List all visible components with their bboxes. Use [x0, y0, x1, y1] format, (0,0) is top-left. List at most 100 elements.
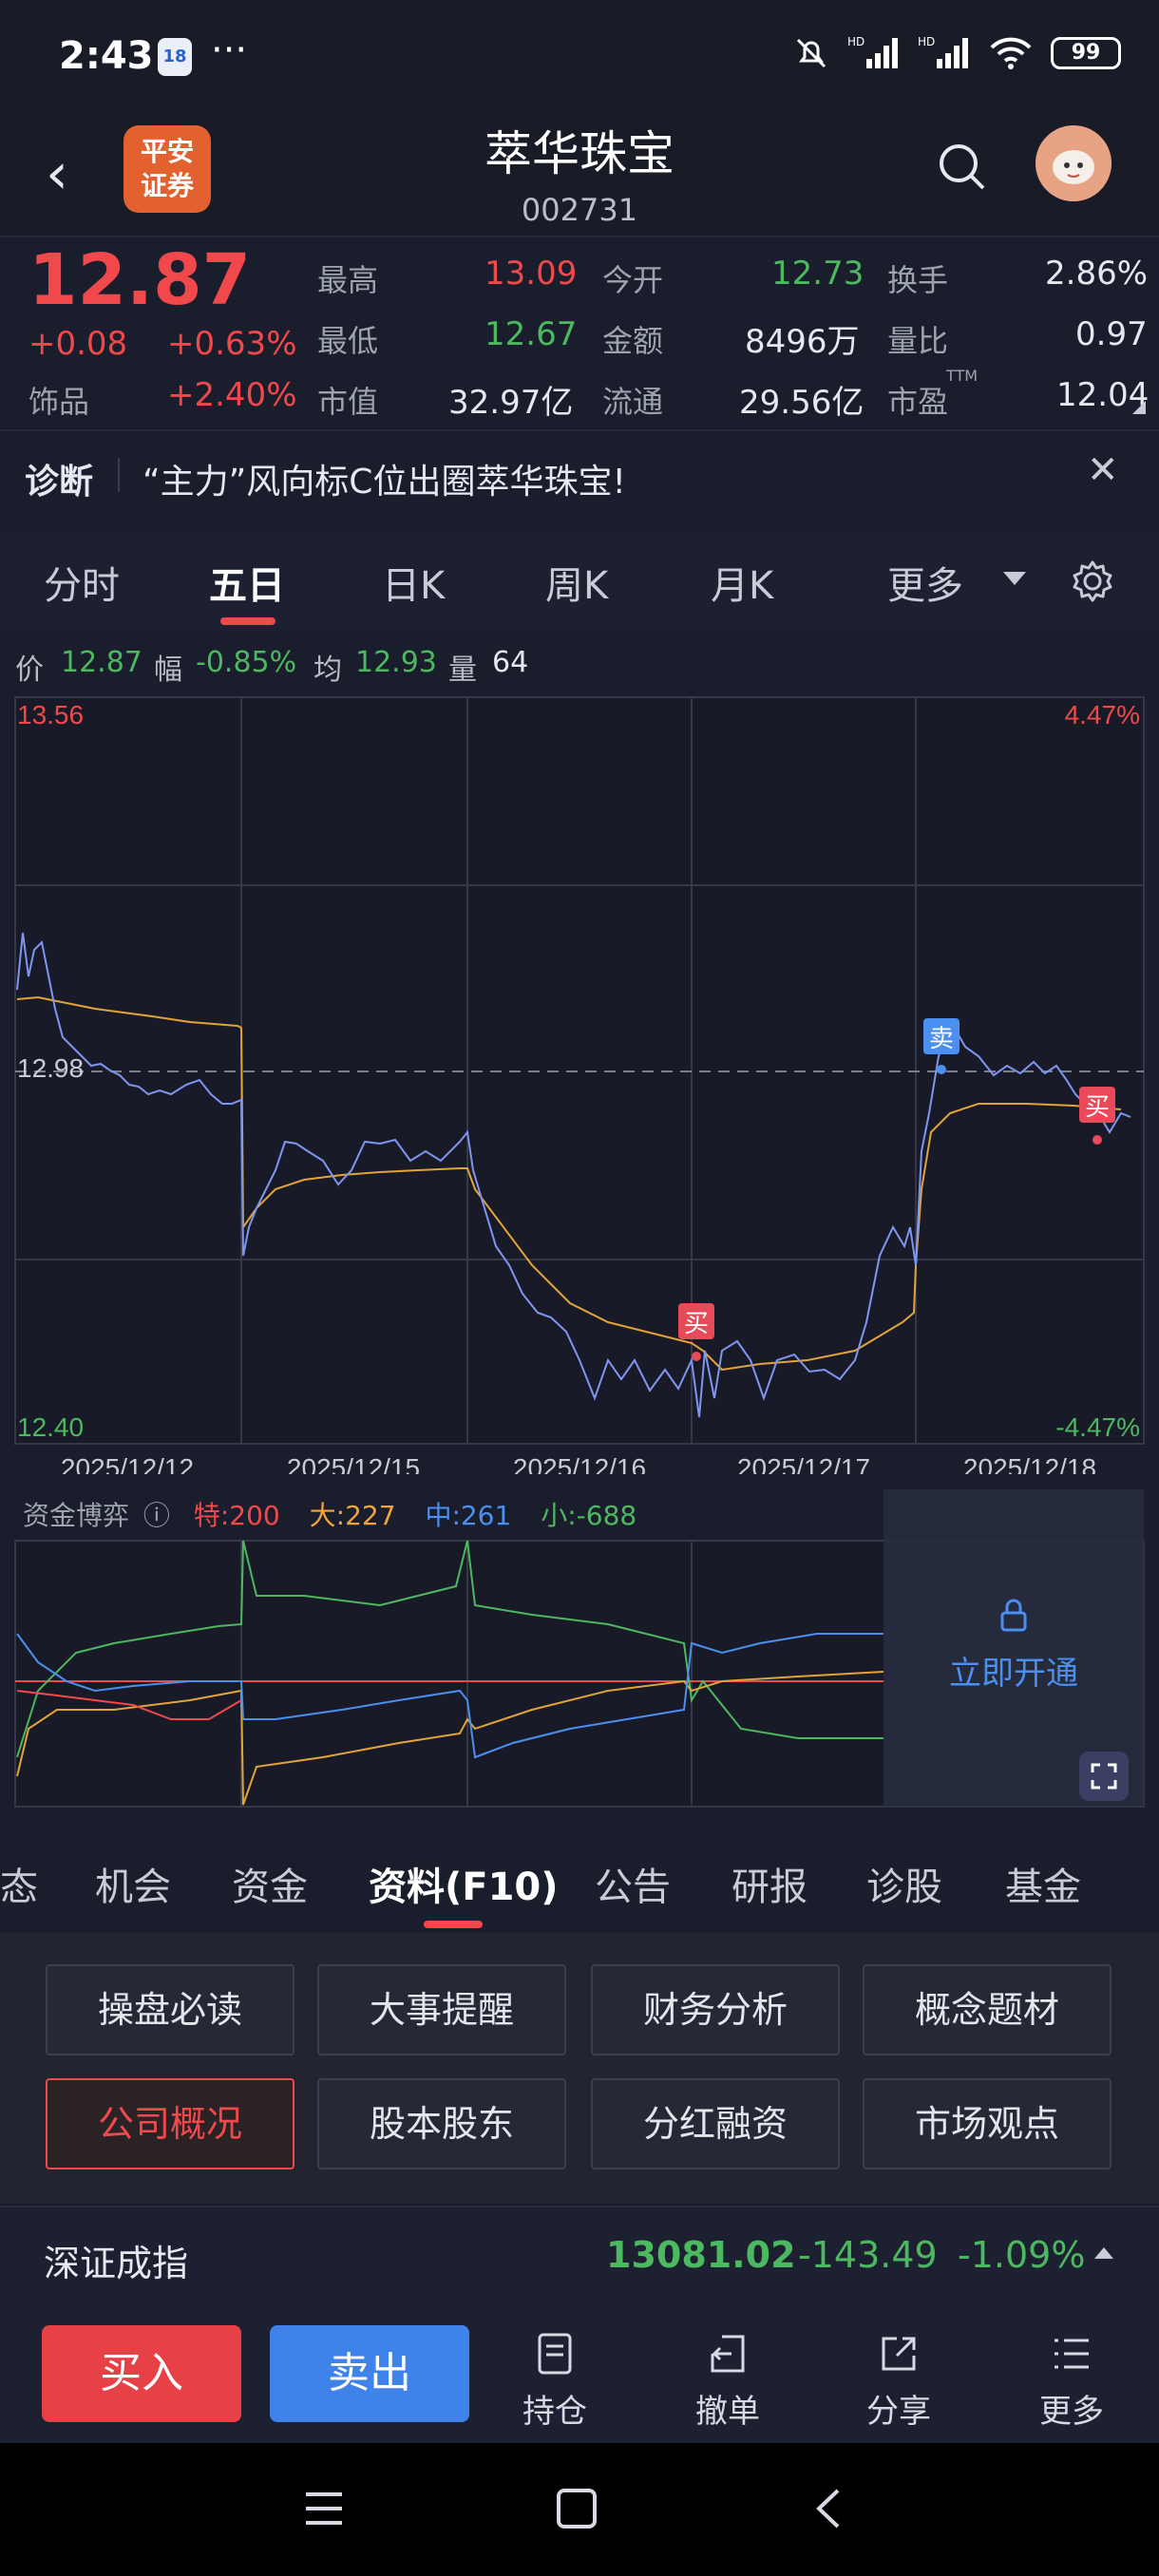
high-label: 最高: [317, 262, 379, 298]
info-vol: 64: [492, 646, 529, 679]
logo-line-2: 证券: [140, 170, 194, 201]
home-icon[interactable]: [555, 2487, 598, 2530]
info-amp-label: 幅: [154, 653, 182, 687]
share-icon: [882, 2337, 916, 2371]
btn-financial-analysis[interactable]: 财务分析: [591, 1964, 840, 2055]
gear-icon[interactable]: [1070, 559, 1115, 604]
share-button[interactable]: 分享: [842, 2331, 956, 2432]
top-pct-label: 4.47%: [1065, 700, 1140, 729]
sector-label[interactable]: 饰品: [28, 384, 90, 420]
status-time: 2:43: [59, 34, 154, 78]
locked-overlay[interactable]: 立即开通: [884, 1489, 1144, 1807]
more-list-icon: [1054, 2339, 1089, 2369]
chevron-down-icon[interactable]: [1003, 572, 1026, 585]
sell-marker[interactable]: 卖: [923, 1018, 960, 1074]
sub-tab-f10[interactable]: 资料(F10): [369, 1866, 559, 1909]
sub-tab-research[interactable]: 研报: [732, 1866, 808, 1909]
fund-zhong: 中:261: [425, 1500, 512, 1531]
stock-header: ‹ 平安 证券 萃华珠宝 002731: [0, 112, 1159, 236]
price-change: +0.08: [28, 325, 128, 363]
btn-concepts[interactable]: 概念题材: [863, 1964, 1112, 2055]
date-axis: 2025/12/12 2025/12/15 2025/12/16 2025/12…: [61, 1453, 1096, 1474]
chevron-up-icon[interactable]: [1094, 2247, 1113, 2259]
fund-flow-panel: 资金博弈 ⓘ 特:200 大:227 中:261 小:-688 立即开通: [0, 1482, 1159, 1824]
index-ticker[interactable]: 深证成指 13081.02 -143.49 -1.09%: [0, 2206, 1159, 2302]
high-value: 13.09: [484, 255, 578, 293]
notification-app-icon: 18: [158, 38, 192, 76]
cancel-order-label: 撤单: [695, 2393, 760, 2431]
avatar-icon: [1036, 125, 1112, 201]
tab-weekly-k[interactable]: 周K: [545, 564, 609, 608]
close-icon[interactable]: ✕: [1087, 448, 1119, 492]
diagnosis-text: “主力”风向标C位出圈萃华珠宝!: [142, 463, 626, 502]
holdings-button[interactable]: 持仓: [498, 2331, 612, 2432]
status-icons: HD HD 99: [792, 34, 1121, 72]
stock-code: 002731: [521, 192, 638, 228]
mute-bell-icon: [796, 38, 826, 68]
tab-monthly-k[interactable]: 月K: [711, 564, 774, 608]
more-button[interactable]: 更多: [1015, 2331, 1129, 2432]
btn-dividends[interactable]: 分红融资: [591, 2078, 840, 2169]
chart-info-line: 价 12.87 幅 -0.85% 均 12.93 量 64: [0, 638, 1159, 691]
tab-daily-k[interactable]: 日K: [382, 564, 446, 608]
sub-tab-announcement[interactable]: 公告: [595, 1866, 671, 1909]
price-change-pct: +0.63%: [167, 325, 297, 363]
battery-icon: 99: [1051, 37, 1121, 69]
btn-shareholders[interactable]: 股本股东: [317, 2078, 566, 2169]
buy-marker-1[interactable]: 买: [678, 1303, 714, 1361]
date-label: 2025/12/16: [513, 1453, 646, 1474]
info-vol-label: 量: [448, 653, 477, 687]
sub-tab-funds[interactable]: 资金: [232, 1866, 308, 1909]
last-price: 12.87: [28, 239, 252, 321]
fund-xiao: 小:-688: [541, 1500, 637, 1531]
five-day-price-chart[interactable]: 13.56 4.47% 12.98 12.40 -4.47% 买 卖 买 202…: [0, 695, 1159, 1474]
wifi-icon: [990, 37, 1032, 69]
menu-icon[interactable]: [302, 2487, 346, 2530]
tab-five-day[interactable]: 五日: [209, 564, 285, 608]
turnover-label: 换手: [887, 262, 949, 298]
diagnosis-banner[interactable]: 诊断 “主力”风向标C位出圈萃华珠宝! ✕: [0, 429, 1159, 524]
turnover-value: 2.86%: [1045, 255, 1149, 293]
holdings-icon: [538, 2333, 572, 2375]
info-icon[interactable]: ⓘ: [142, 1500, 170, 1531]
bottom-price-label: 12.40: [17, 1412, 84, 1442]
holdings-label: 持仓: [522, 2393, 587, 2431]
search-icon[interactable]: [936, 141, 989, 194]
svg-text:HD: HD: [918, 35, 935, 48]
tab-intraday[interactable]: 分时: [44, 564, 120, 608]
expand-corner-icon[interactable]: [1132, 401, 1146, 414]
btn-trading-guide[interactable]: 操盘必读: [46, 1964, 294, 2055]
sub-tab-diagnosis[interactable]: 诊股: [866, 1866, 942, 1909]
mid-price-label: 12.98: [17, 1053, 84, 1083]
fullscreen-icon: [1091, 1763, 1117, 1790]
diagnosis-label: 诊断: [25, 463, 94, 502]
index-name: 深证成指: [44, 2243, 189, 2284]
sub-tab-fund[interactable]: 基金: [1005, 1866, 1081, 1909]
info-price-label: 价: [15, 653, 44, 687]
sell-button[interactable]: 卖出: [270, 2325, 469, 2422]
btn-event-reminder[interactable]: 大事提醒: [317, 1964, 566, 2055]
buy-button[interactable]: 买入: [42, 2325, 241, 2422]
sub-tab-status[interactable]: 态: [0, 1866, 38, 1909]
fullscreen-button[interactable]: [1079, 1752, 1129, 1801]
btn-company-overview[interactable]: 公司概况: [46, 2078, 294, 2169]
avatar[interactable]: [1036, 125, 1112, 201]
fund-flow-label: 资金博弈: [23, 1500, 130, 1531]
back-nav-icon[interactable]: [808, 2487, 851, 2530]
tab-more[interactable]: 更多: [887, 564, 963, 608]
system-nav-bar: [0, 2443, 1159, 2576]
unlock-label[interactable]: 立即开通: [949, 1655, 1078, 1693]
buy-marker-2[interactable]: 买: [1079, 1087, 1115, 1145]
sub-tab-opportunity[interactable]: 机会: [95, 1866, 171, 1909]
info-price: 12.87: [61, 646, 142, 679]
bottom-pct-label: -4.47%: [1055, 1412, 1140, 1442]
cancel-order-button[interactable]: 撤单: [671, 2331, 785, 2432]
more-notifications-icon: ···: [211, 28, 248, 72]
info-avg-label: 均: [314, 653, 342, 687]
broker-logo: 平安 证券: [124, 125, 211, 213]
low-label: 最低: [317, 323, 379, 359]
divider: [118, 458, 120, 492]
date-label: 2025/12/17: [737, 1453, 870, 1474]
btn-market-views[interactable]: 市场观点: [863, 2078, 1112, 2169]
back-button[interactable]: ‹: [46, 141, 68, 207]
